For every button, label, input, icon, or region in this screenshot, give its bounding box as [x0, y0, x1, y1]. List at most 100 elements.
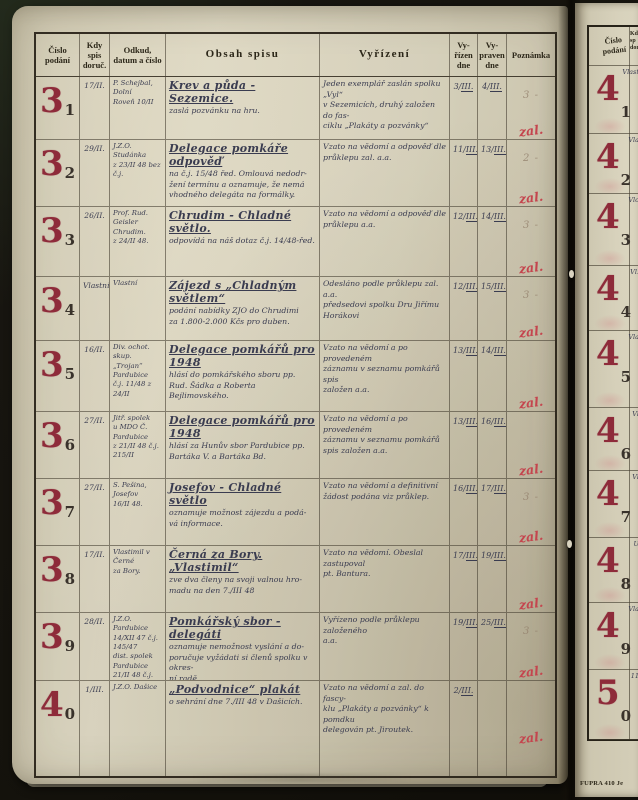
entry-number-tens-stamp: 3 — [39, 550, 64, 590]
register-row-right: 42 Vla — [589, 134, 638, 194]
ledger-left-page: Číslo podání Kdy spis doruč. Odkud, datu… — [12, 6, 568, 784]
entry-number-tens-stamp: 4 — [596, 269, 620, 309]
entry-number-tens-stamp: 3 — [39, 144, 64, 184]
entry-number-units: 0 — [620, 707, 632, 725]
red-zal-note: zal. — [518, 662, 544, 680]
cell-kdy-doruceno: 27/II. — [80, 412, 110, 478]
entry-body: hlásí za Hunův sbor Pardubice pp. Barták… — [169, 441, 305, 461]
cell-obsah-spisu: Delegace pomkářů pro 1948 hlásí za Hunův… — [166, 412, 320, 478]
entry-body: hlásí do pomkářského sboru pp. Rud. Šádk… — [169, 370, 296, 401]
empty-cell — [36, 746, 80, 776]
cell-poznamka: 3 - zal. — [507, 77, 555, 139]
cell-vypraven-dne: 19/III. — [478, 546, 507, 612]
vyrizen-month: III. — [461, 82, 474, 92]
cell-vypraven-dne: 17/III. — [478, 479, 507, 545]
col-header-cislo-podani: Číslo podání — [36, 34, 80, 76]
cell-poznamka: 3 - zal. — [507, 277, 555, 340]
vyrizen-day: 13/ — [453, 417, 466, 426]
entry-number-tens-stamp: 4 — [596, 474, 620, 514]
vyrizen-month: III. — [461, 686, 474, 696]
cell-vyrizen-dne: 16/III. — [450, 479, 478, 545]
entry-number-tens-stamp: 4 — [596, 197, 620, 237]
cell-odkud-datum-cislo: Div. ochot. skup. „Trojan“ Pardubice č.j… — [110, 341, 166, 411]
red-zal-note: zal. — [518, 322, 544, 340]
entry-number-tens-stamp: 4 — [596, 69, 620, 109]
entry-number-tens-stamp: 4 — [39, 685, 64, 725]
vyrizen-month: III. — [465, 618, 478, 628]
cell-obsah-spisu: Zájezd s „Chladným světlem“ podání nabíd… — [166, 277, 320, 340]
cell-poznamka: zal. — [507, 546, 555, 612]
empty-cell — [478, 746, 507, 776]
vypraven-month: III. — [493, 346, 506, 356]
cell-kdy-doruceno: 29/II. — [80, 140, 110, 206]
entry-number-units: 5 — [620, 368, 632, 386]
vyrizen-day: 2/ — [453, 686, 462, 695]
entry-title: Krev a půda - Sezemice. — [169, 79, 256, 105]
empty-trailing-row — [36, 746, 555, 776]
entry-number-units: 3 — [620, 231, 632, 249]
cell-odkud-datum-cislo: J.Z.O. Pardubice 14/XII 47 č.j. 145/47 d… — [110, 613, 166, 680]
red-zal-note: zal. — [518, 594, 544, 612]
empty-cell — [166, 746, 320, 776]
register-row-right: 47 Vl — [589, 471, 638, 538]
cell-kdy-doruceno: 27/II. — [80, 479, 110, 545]
stitch-hole — [567, 540, 572, 548]
register-table: Číslo podání Kdy spis doruč. Odkud, datu… — [34, 32, 557, 778]
cell-kdy-doruceno: 28/II. — [80, 613, 110, 680]
vypraven-day: 16/ — [481, 417, 494, 426]
cell-kdy-doruceno: 17/II. — [80, 77, 110, 139]
register-row-right: 46 Vl — [589, 408, 638, 471]
pencil-fee-note: 3 - — [523, 220, 539, 231]
cell-odkud-datum-cislo: Prof. Rud. Geisler Chrudim. z 24/II 48. — [110, 207, 166, 276]
empty-cell — [507, 746, 555, 776]
cell-vypraven-dne: 25/III. — [478, 613, 507, 680]
entry-number-units: 0 — [64, 705, 76, 723]
edge-handwriting-fragment: Vl — [632, 410, 638, 418]
cell-obsah-spisu: Delegace pomkářů pro 1948 hlásí do pomká… — [166, 341, 320, 411]
register-row-right: 50 11 — [589, 670, 638, 740]
vypraven-day: 13/ — [481, 145, 494, 154]
edge-handwriting-fragment: Vla — [628, 605, 638, 613]
col-header-cislo-podani-right: Číslo podání — [601, 35, 627, 57]
register-table-right: Číslo podání Kd sp dor 41 Vlast 42 Vla 4… — [587, 25, 638, 741]
cell-vypraven-dne — [478, 681, 507, 746]
vyrizen-day: 19/ — [453, 618, 466, 627]
entry-body: zaslá pozvánku na hru. — [169, 106, 260, 115]
cell-vyrizen-dne: 12/III. — [450, 277, 478, 340]
entry-title: „Podvodnice“ plakát — [169, 683, 301, 696]
col-header-odkud: Odkud, datum a číslo — [110, 34, 166, 76]
cell-obsah-spisu: Krev a půda - Sezemice. zaslá pozvánku n… — [166, 77, 320, 139]
entry-body: oznamuje nemožnost vyslání a do- poručuj… — [169, 642, 308, 680]
cell-poznamka: 3 - zal. — [507, 479, 555, 545]
edge-handwriting-fragment: Vlo — [628, 196, 638, 204]
vyrizen-month: III. — [465, 212, 478, 222]
cell-odkud-datum-cislo: P. Schejbal, Dolní Roveň 10/II — [110, 77, 166, 139]
vypraven-month: III. — [489, 82, 502, 92]
cell-poznamka: zal. — [507, 341, 555, 411]
cell-vypraven-dne: 15/III. — [478, 277, 507, 340]
vyrizen-day: 12/ — [453, 282, 466, 291]
entry-number-tens-stamp: 4 — [596, 606, 620, 646]
entry-number-tens-stamp: 3 — [39, 81, 64, 121]
col-header-kdy-right-fragment: Kd sp dor — [630, 31, 638, 52]
cell-odkud-datum-cislo: S. Pešina, Josefov 16/II 48. — [110, 479, 166, 545]
entry-number-units: 1 — [64, 101, 76, 119]
entry-number-tens-stamp: 4 — [596, 541, 620, 581]
vyrizen-month: III. — [465, 282, 478, 292]
cell-odkud-datum-cislo: Jitř. spolek u MDO Č. Pardubice z 21/II … — [110, 412, 166, 478]
cell-kdy-doruceno: 17/II. — [80, 546, 110, 612]
cell-obsah-spisu: „Podvodnice“ plakát o sehrání dne 7./III… — [166, 681, 320, 746]
show-through-smear — [192, 774, 412, 782]
entry-title: Pomkářský sbor - delegáti — [169, 615, 281, 641]
red-zal-note: zal. — [518, 728, 544, 746]
entry-number-units: 9 — [620, 640, 632, 658]
cell-vyrizeni: Vyřízeno podle průklepu založeného a.a. — [320, 613, 450, 680]
cell-vyrizeni: Vzato na vědomí a po provedeném záznamu … — [320, 412, 450, 478]
cell-kdy-doruceno: Vlastní — [80, 277, 110, 340]
red-zal-note: zal. — [518, 527, 544, 545]
entry-title: Zájezd s „Chladným světlem“ — [169, 279, 297, 305]
